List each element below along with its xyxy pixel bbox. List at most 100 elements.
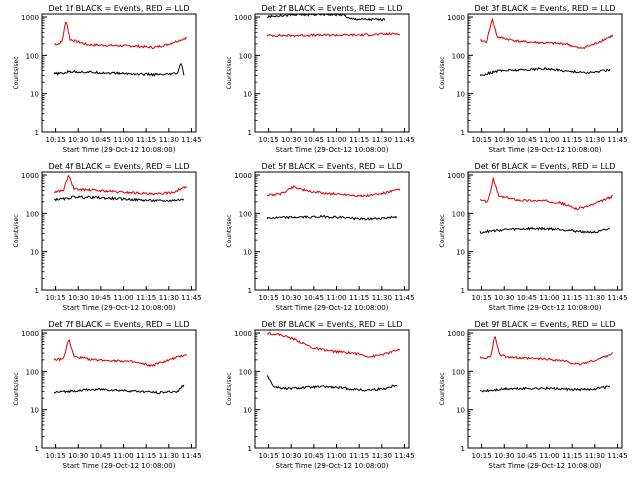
y-tick-label: 1: [35, 287, 39, 295]
lld-series-line: [266, 31, 401, 38]
x-tick-label: 10:45: [91, 452, 111, 460]
x-tick-label: 11:00: [326, 136, 346, 144]
x-tick-label: 10:45: [91, 136, 111, 144]
x-tick-label: 11:45: [394, 136, 414, 144]
plot-frame: [254, 329, 410, 449]
x-tick-label: 11:00: [113, 452, 133, 460]
y-tick-label: 100: [239, 210, 252, 218]
x-tick-label: 11:45: [394, 452, 414, 460]
x-tick-label: 10:15: [258, 294, 278, 302]
y-tick-label: 10: [456, 407, 465, 415]
lld-series-line: [479, 335, 614, 366]
y-tick-label: 10: [243, 91, 252, 99]
y-tick-label: 1000: [234, 330, 252, 338]
y-tick-label: 1: [35, 445, 39, 453]
y-tick-label: 1000: [234, 14, 252, 22]
events-series-line: [53, 195, 185, 203]
panel-title: Det 7f BLACK = Events, RED = LLD: [48, 320, 189, 329]
x-tick-label: 11:30: [585, 294, 605, 302]
x-tick-label: 10:30: [494, 136, 514, 144]
y-tick-label: 1: [35, 129, 39, 137]
x-axis-label: Start Time (29-Oct-12 10:08:00): [63, 146, 176, 154]
plot-frame: [467, 329, 623, 449]
y-tick-label: 100: [452, 210, 465, 218]
detector-panel-1: Det 1f BLACK = Events, RED = LLDESFFE110…: [13, 4, 202, 154]
y-tick-label: 1000: [447, 330, 465, 338]
x-tick-label: 10:30: [494, 452, 514, 460]
y-axis-label: Counts/sec: [226, 56, 233, 89]
y-tick-label: 100: [452, 52, 465, 60]
y-axis-label: Counts/sec: [13, 56, 20, 89]
plot-frame: [254, 171, 410, 291]
x-tick-label: 11:45: [394, 294, 414, 302]
x-tick-label: 11:45: [607, 294, 627, 302]
y-tick-label: 1: [248, 287, 252, 295]
y-tick-label: 1000: [21, 330, 39, 338]
panel-title: Det 5f BLACK = Events, RED = LLD: [261, 162, 402, 171]
x-tick-label: 11:15: [562, 294, 582, 302]
x-tick-label: 11:15: [349, 136, 369, 144]
x-tick-label: 10:45: [517, 136, 537, 144]
plot-frame: [254, 13, 410, 133]
x-tick-label: 10:30: [494, 294, 514, 302]
y-tick-label: 10: [243, 249, 252, 257]
lld-series-line: [54, 21, 188, 50]
y-tick-label: 10: [243, 407, 252, 415]
x-tick-label: 10:30: [68, 452, 88, 460]
x-tick-label: 11:45: [181, 452, 201, 460]
panel-title: Det 4f BLACK = Events, RED = LLD: [48, 162, 189, 171]
x-tick-label: 10:45: [91, 294, 111, 302]
events-series-line: [53, 384, 185, 395]
lld-series-line: [479, 17, 614, 50]
y-axis-label: Counts/sec: [13, 214, 20, 247]
panel-title: Det 2f BLACK = Events, RED = LLD: [261, 4, 402, 13]
y-tick-label: 1000: [21, 14, 39, 22]
x-tick-label: 11:15: [136, 452, 156, 460]
x-tick-label: 10:15: [45, 136, 65, 144]
lld-series-line: [266, 332, 401, 359]
detector-panel-3: Det 3f BLACK = Events, RED = LLDESFFE110…: [439, 4, 628, 154]
x-axis-label: Start Time (29-Oct-12 10:08:00): [63, 304, 176, 312]
y-axis-label: Counts/sec: [439, 214, 446, 247]
y-axis-label: Counts/sec: [439, 372, 446, 405]
x-tick-label: 11:30: [372, 294, 392, 302]
detector-panel-8: Det 8f BLACK = Events, RED = LLDESFFE110…: [226, 320, 415, 470]
events-series-line: [479, 226, 611, 234]
x-tick-label: 11:45: [181, 136, 201, 144]
plot-frame: [41, 329, 197, 449]
detector-panel-9: Det 9f BLACK = Events, RED = LLDESFFE110…: [439, 320, 628, 470]
x-tick-label: 11:30: [585, 452, 605, 460]
y-axis-label: Counts/sec: [439, 56, 446, 89]
x-tick-label: 11:30: [372, 136, 392, 144]
x-tick-label: 10:45: [304, 136, 324, 144]
y-tick-label: 1: [461, 445, 465, 453]
y-tick-label: 10: [30, 91, 39, 99]
y-axis-label: Counts/sec: [226, 372, 233, 405]
x-tick-label: 10:30: [68, 136, 88, 144]
x-tick-label: 11:45: [607, 452, 627, 460]
x-tick-label: 11:15: [562, 452, 582, 460]
x-tick-label: 11:00: [539, 136, 559, 144]
plot-frame: [41, 171, 197, 291]
x-tick-label: 11:45: [607, 136, 627, 144]
y-tick-label: 1000: [21, 172, 39, 180]
x-tick-label: 10:15: [258, 452, 278, 460]
x-axis-label: Start Time (29-Oct-12 10:08:00): [489, 462, 602, 470]
panel-title: Det 3f BLACK = Events, RED = LLD: [474, 4, 615, 13]
panel-title: Det 6f BLACK = Events, RED = LLD: [474, 162, 615, 171]
y-axis-label: Counts/sec: [226, 214, 233, 247]
x-tick-label: 10:45: [304, 294, 324, 302]
panel-title: Det 1f BLACK = Events, RED = LLD: [48, 4, 189, 13]
x-axis-label: Start Time (29-Oct-12 10:08:00): [63, 462, 176, 470]
plot-frame: [467, 13, 623, 133]
x-tick-label: 11:00: [113, 136, 133, 144]
x-tick-label: 10:30: [68, 294, 88, 302]
x-tick-label: 11:15: [349, 294, 369, 302]
x-tick-label: 11:15: [136, 136, 156, 144]
y-tick-label: 100: [26, 52, 39, 60]
x-tick-label: 11:00: [326, 294, 346, 302]
x-axis-label: Start Time (29-Oct-12 10:08:00): [489, 146, 602, 154]
x-axis-label: Start Time (29-Oct-12 10:08:00): [489, 304, 602, 312]
x-tick-label: 10:15: [471, 136, 491, 144]
y-tick-label: 100: [26, 210, 39, 218]
